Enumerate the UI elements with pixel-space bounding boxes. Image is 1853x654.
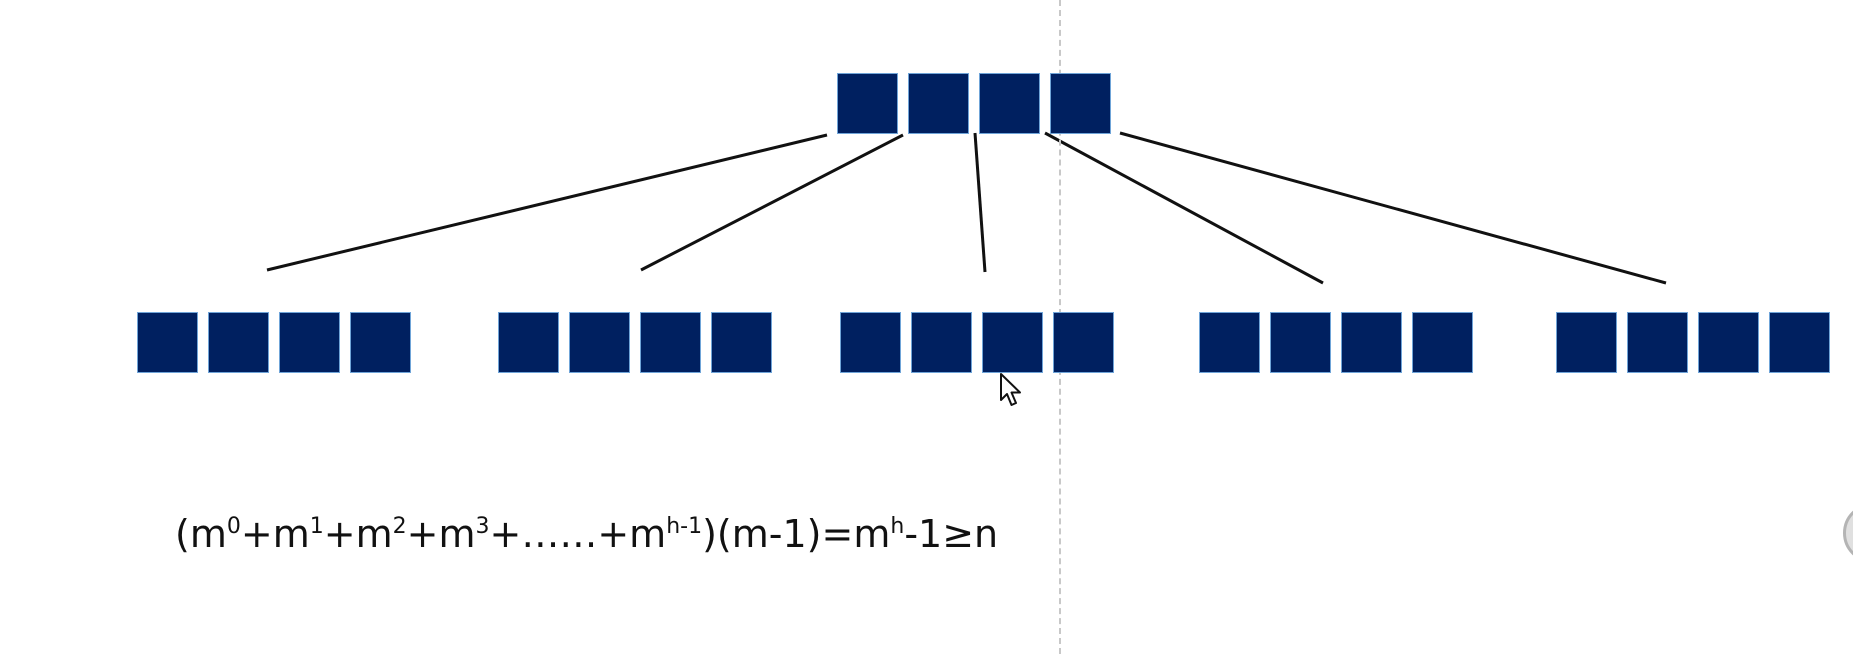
- child-3-key-4: [1053, 312, 1114, 373]
- link-to-child-1: [266, 133, 828, 272]
- child-4-key-3: [1341, 312, 1402, 373]
- child-5-key-4: [1769, 312, 1830, 373]
- formula-close-and-factor: )(m-1)=: [702, 512, 854, 556]
- formula-term-0: m0+: [189, 512, 273, 556]
- child-5-key-1: [1556, 312, 1617, 373]
- child-1-key-2: [208, 312, 269, 373]
- formula-term-4: mh-1: [629, 512, 703, 556]
- link-to-child-3: [973, 132, 987, 273]
- child-1-key-4: [350, 312, 411, 373]
- child-1-key-3: [279, 312, 340, 373]
- link-to-child-2: [640, 133, 904, 272]
- formula-rhs: mh-1≥n: [853, 512, 999, 556]
- child-2-key-2: [569, 312, 630, 373]
- child-node-2: [498, 312, 772, 373]
- formula-term-3: m3+……+: [438, 512, 630, 556]
- formula-open-paren: (: [175, 512, 190, 556]
- height-formula: (m0+m1+m2+m3+……+mh-1)(m-1)=mh-1≥n: [175, 515, 998, 553]
- root-key-3: [979, 73, 1040, 134]
- root-key-4: [1050, 73, 1111, 134]
- formula-term-2: m2+: [355, 512, 439, 556]
- child-2-key-1: [498, 312, 559, 373]
- child-2-key-4: [711, 312, 772, 373]
- child-3-key-3: [982, 312, 1043, 373]
- root-key-2: [908, 73, 969, 134]
- link-to-child-4: [1044, 131, 1324, 285]
- child-4-key-1: [1199, 312, 1260, 373]
- child-3-key-2: [911, 312, 972, 373]
- child-5-key-2: [1627, 312, 1688, 373]
- link-to-child-5: [1119, 131, 1667, 285]
- formula-term-1: m1+: [272, 512, 356, 556]
- child-2-key-3: [640, 312, 701, 373]
- child-node-3: [840, 312, 1114, 373]
- mouse-pointer-icon: [1000, 373, 1021, 406]
- root-key-1: [837, 73, 898, 134]
- child-4-key-4: [1412, 312, 1473, 373]
- child-node-1: [137, 312, 411, 373]
- root-node: [837, 73, 1111, 134]
- child-node-5: [1556, 312, 1830, 373]
- child-1-key-1: [137, 312, 198, 373]
- child-node-4: [1199, 312, 1473, 373]
- child-3-key-1: [840, 312, 901, 373]
- child-4-key-2: [1270, 312, 1331, 373]
- child-5-key-3: [1698, 312, 1759, 373]
